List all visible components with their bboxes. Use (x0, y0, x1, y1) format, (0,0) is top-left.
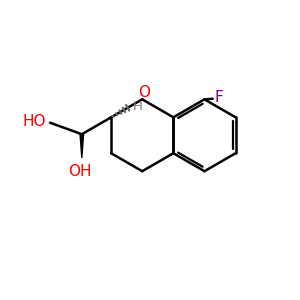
Polygon shape (80, 134, 84, 158)
Text: F: F (215, 90, 224, 105)
Text: HO: HO (23, 114, 46, 129)
Text: O: O (139, 85, 151, 100)
Text: H: H (133, 100, 143, 113)
Text: OH: OH (69, 164, 92, 179)
